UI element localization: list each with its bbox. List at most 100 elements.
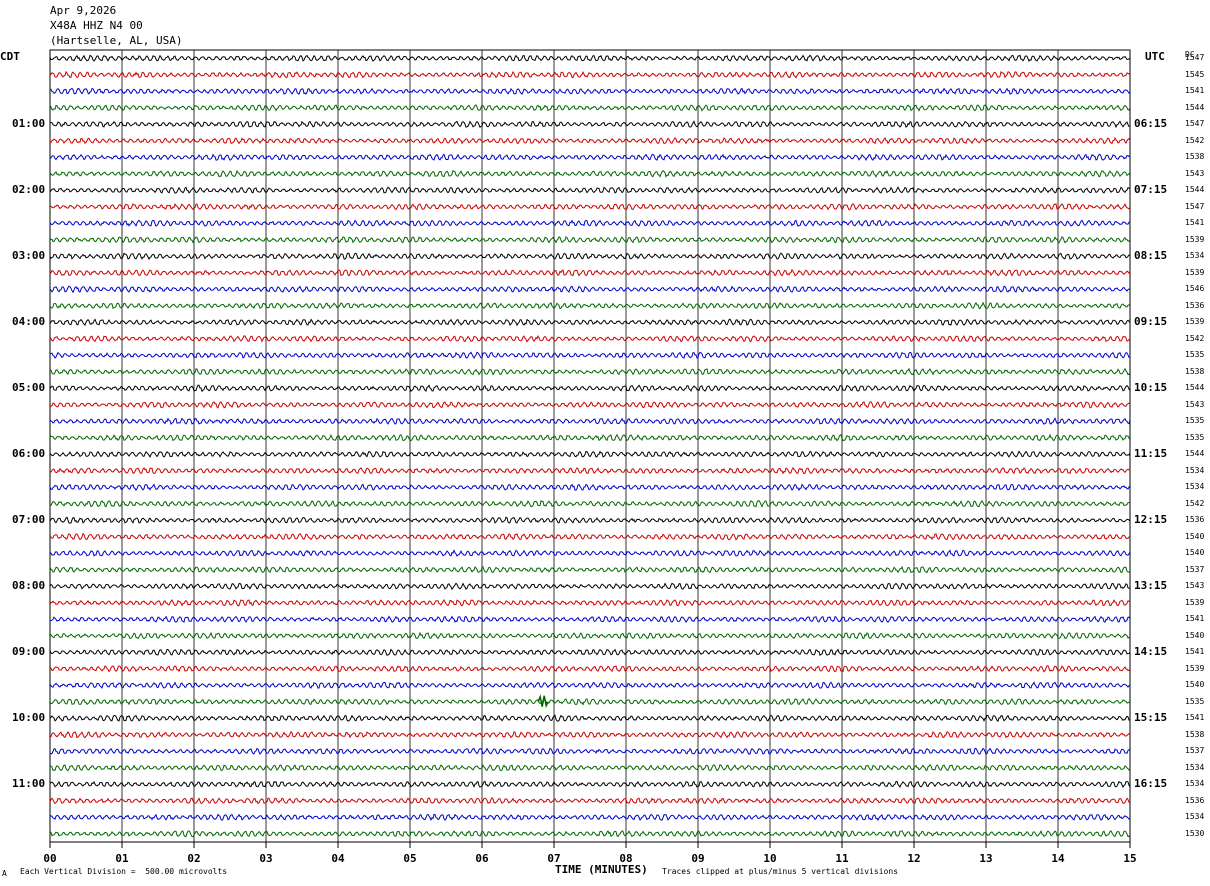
trace-32 bbox=[49, 565, 1131, 574]
left-hour-label: 05:00 bbox=[12, 381, 46, 395]
dc-offset-label: 1535 bbox=[1185, 350, 1205, 360]
dc-offset-label: 1543 bbox=[1185, 581, 1205, 591]
trace-3 bbox=[49, 87, 1131, 95]
x-axis-label: TIME (MINUTES) bbox=[555, 863, 648, 876]
dc-offset-label: 1530 bbox=[1185, 828, 1205, 838]
trace-27 bbox=[49, 483, 1131, 492]
dc-offset-label: 1535 bbox=[1185, 696, 1205, 706]
event-spike-1 bbox=[537, 694, 549, 709]
trace-10 bbox=[49, 203, 1131, 211]
plot-border bbox=[49, 49, 1131, 843]
trace-15 bbox=[49, 285, 1131, 294]
trace-11 bbox=[49, 219, 1131, 227]
trace-39 bbox=[49, 681, 1131, 689]
dc-offset-label: 1539 bbox=[1185, 317, 1205, 327]
right-hour-label: 08:15 bbox=[1134, 249, 1168, 263]
dc-offset-label: 1535 bbox=[1185, 432, 1205, 442]
left-hour-label: 07:00 bbox=[12, 513, 46, 527]
left-zone-label: CDT bbox=[0, 50, 20, 63]
x-tick-label: 01 bbox=[115, 852, 129, 865]
trace-14 bbox=[49, 268, 1131, 277]
dc-offset-label: 1543 bbox=[1185, 168, 1205, 178]
right-hour-label: 06:15 bbox=[1134, 117, 1168, 131]
right-hour-label: 07:15 bbox=[1134, 183, 1168, 197]
dc-offset-label: 1540 bbox=[1185, 680, 1205, 690]
dc-offset-label: 1539 bbox=[1185, 234, 1205, 244]
trace-40 bbox=[49, 698, 1131, 706]
trace-43 bbox=[49, 747, 1131, 755]
right-hour-label: 10:15 bbox=[1134, 381, 1168, 395]
trace-38 bbox=[49, 665, 1131, 673]
trace-35 bbox=[49, 615, 1131, 623]
right-hour-label: 14:15 bbox=[1134, 645, 1168, 659]
dc-offset-label: 1541 bbox=[1185, 218, 1205, 228]
dc-offset-label: 1539 bbox=[1185, 597, 1205, 607]
left-hour-label: 11:00 bbox=[12, 777, 46, 791]
dc-offset-label: 1544 bbox=[1185, 383, 1205, 393]
left-hour-label: 09:00 bbox=[12, 645, 46, 659]
dc-offset-label: 1539 bbox=[1185, 663, 1205, 673]
dc-offset-label: 1536 bbox=[1185, 300, 1205, 310]
trace-33 bbox=[49, 582, 1131, 591]
trace-48 bbox=[49, 829, 1131, 838]
dc-offset-label: 1540 bbox=[1185, 630, 1205, 640]
dc-offset-label: 1544 bbox=[1185, 102, 1205, 112]
x-tick-label: 04 bbox=[331, 852, 345, 865]
x-tick-label: 02 bbox=[187, 852, 201, 865]
dc-offset-label: 1541 bbox=[1185, 713, 1205, 723]
trace-2 bbox=[49, 70, 1131, 79]
dc-offset-label: 1534 bbox=[1185, 465, 1205, 475]
x-tick-label: 03 bbox=[259, 852, 273, 865]
right-hour-label: 15:15 bbox=[1134, 711, 1168, 725]
trace-44 bbox=[49, 764, 1131, 772]
dc-offset-label: 1534 bbox=[1185, 779, 1205, 789]
trace-5 bbox=[49, 120, 1131, 129]
dc-offset-label: 1544 bbox=[1185, 449, 1205, 459]
dc-offset-label: 1535 bbox=[1185, 416, 1205, 426]
trace-46 bbox=[49, 797, 1131, 805]
right-hour-label: 12:15 bbox=[1134, 513, 1168, 527]
x-tick-label: 11 bbox=[835, 852, 849, 865]
trace-16 bbox=[49, 301, 1131, 310]
header-station: X48A HHZ N4 00 bbox=[50, 19, 143, 32]
dc-offset-label: 1544 bbox=[1185, 185, 1205, 195]
x-tick-label: 00 bbox=[43, 852, 57, 865]
dc-offset-label: 1536 bbox=[1185, 795, 1205, 805]
trace-47 bbox=[49, 813, 1131, 822]
x-axis-ticks bbox=[49, 842, 1131, 848]
trace-22 bbox=[49, 401, 1131, 409]
x-tick-label: 08 bbox=[619, 852, 633, 865]
dc-offset-label: 1543 bbox=[1185, 399, 1205, 409]
dc-offset-label: 1541 bbox=[1185, 614, 1205, 624]
x-tick-label: 09 bbox=[691, 852, 705, 865]
left-hour-label: 06:00 bbox=[12, 447, 46, 461]
minute-grid bbox=[49, 49, 1131, 843]
trace-25 bbox=[49, 450, 1131, 459]
dc-offset-label: 1534 bbox=[1185, 762, 1205, 772]
trace-7 bbox=[49, 153, 1131, 162]
dc-offset-label: 1536 bbox=[1185, 515, 1205, 525]
x-tick-label: 10 bbox=[763, 852, 777, 865]
right-hour-label: 11:15 bbox=[1134, 447, 1168, 461]
right-hour-label: 13:15 bbox=[1134, 579, 1168, 593]
x-tick-label: 15 bbox=[1123, 852, 1137, 865]
trace-8 bbox=[49, 169, 1131, 178]
dc-offset-label: 1542 bbox=[1185, 498, 1205, 508]
left-hour-label: 04:00 bbox=[12, 315, 46, 329]
trace-6 bbox=[49, 137, 1131, 145]
dc-offset-label: 1545 bbox=[1185, 69, 1205, 79]
dc-offset-label: 1546 bbox=[1185, 284, 1205, 294]
dc-offset-label: 1542 bbox=[1185, 135, 1205, 145]
trace-13 bbox=[49, 252, 1131, 260]
trace-20 bbox=[49, 367, 1131, 376]
trace-36 bbox=[49, 631, 1131, 640]
dc-offset-label: 1541 bbox=[1185, 86, 1205, 96]
x-tick-label: 07 bbox=[547, 852, 561, 865]
trace-21 bbox=[49, 384, 1131, 393]
trace-23 bbox=[49, 417, 1131, 426]
dc-offset-label: 1538 bbox=[1185, 152, 1205, 162]
trace-12 bbox=[49, 236, 1131, 244]
trace-29 bbox=[49, 516, 1131, 524]
trace-18 bbox=[49, 335, 1131, 343]
left-hour-label: 10:00 bbox=[12, 711, 46, 725]
